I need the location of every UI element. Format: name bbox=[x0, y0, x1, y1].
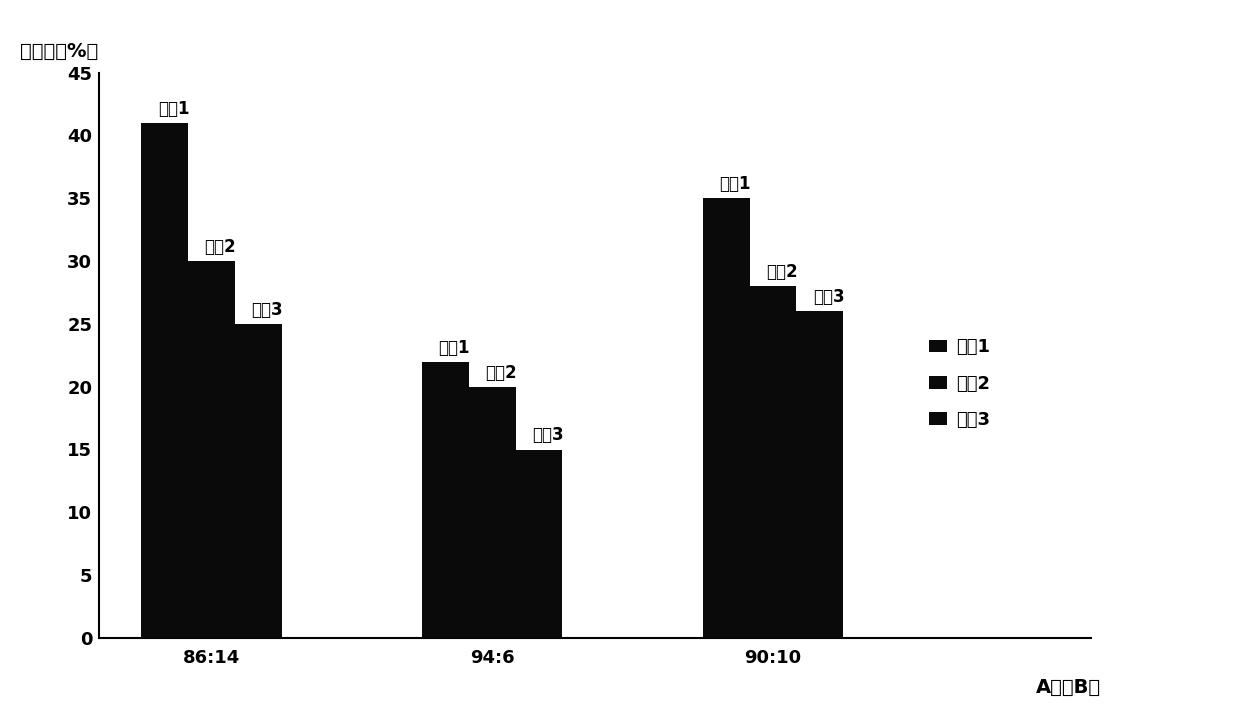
Text: 系列1: 系列1 bbox=[439, 339, 470, 357]
Bar bbox=[234, 324, 281, 638]
Text: 存活率（%）: 存活率（%） bbox=[20, 42, 98, 61]
Legend: 系列1, 系列2, 系列3: 系列1, 系列2, 系列3 bbox=[921, 331, 997, 436]
Bar bbox=[796, 311, 843, 638]
Text: 系列1: 系列1 bbox=[157, 100, 190, 117]
Text: 系列1: 系列1 bbox=[719, 175, 750, 193]
Text: A相：B相: A相：B相 bbox=[1035, 678, 1101, 697]
Bar bbox=[750, 286, 796, 638]
Bar bbox=[422, 362, 469, 638]
Bar bbox=[703, 198, 750, 638]
Text: 系列2: 系列2 bbox=[766, 263, 797, 281]
Text: 系列2: 系列2 bbox=[205, 238, 236, 256]
Bar bbox=[469, 386, 516, 638]
Text: 系列3: 系列3 bbox=[532, 426, 564, 444]
Bar bbox=[188, 261, 234, 638]
Text: 系列3: 系列3 bbox=[812, 289, 844, 306]
Bar bbox=[141, 123, 188, 638]
Text: 系列3: 系列3 bbox=[252, 301, 283, 319]
Text: 系列2: 系列2 bbox=[485, 364, 517, 381]
Bar bbox=[516, 450, 563, 638]
